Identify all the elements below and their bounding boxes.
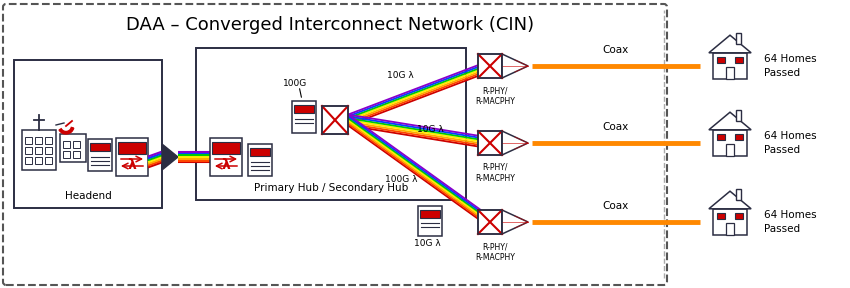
Polygon shape bbox=[709, 191, 751, 209]
Bar bbox=[735, 57, 743, 63]
Bar bbox=[196, 48, 466, 200]
Text: Coax: Coax bbox=[603, 45, 629, 55]
Text: Coax: Coax bbox=[603, 201, 629, 211]
Text: R-PHY/
R-MACPHY: R-PHY/ R-MACPHY bbox=[475, 242, 515, 262]
Bar bbox=[735, 213, 743, 219]
Bar bbox=[736, 190, 741, 200]
Bar bbox=[713, 209, 746, 235]
Polygon shape bbox=[502, 210, 528, 234]
Text: Coax: Coax bbox=[603, 122, 629, 132]
Text: λ: λ bbox=[128, 158, 136, 172]
FancyBboxPatch shape bbox=[3, 4, 667, 285]
Bar bbox=[736, 33, 741, 44]
Text: 64 Homes
Passed: 64 Homes Passed bbox=[764, 211, 817, 234]
Bar bbox=[35, 157, 42, 164]
Bar bbox=[713, 53, 746, 79]
Bar bbox=[212, 142, 240, 154]
Text: Headend: Headend bbox=[65, 191, 111, 201]
Bar bbox=[717, 134, 725, 140]
Bar bbox=[726, 144, 734, 156]
Bar bbox=[250, 148, 270, 156]
Bar bbox=[294, 105, 314, 113]
Wedge shape bbox=[59, 127, 74, 134]
Bar bbox=[717, 57, 725, 63]
Bar bbox=[45, 147, 52, 154]
Bar bbox=[726, 67, 734, 79]
Text: λ: λ bbox=[222, 158, 230, 172]
Text: DAA – Converged Interconnect Network (CIN): DAA – Converged Interconnect Network (CI… bbox=[126, 16, 534, 34]
Bar bbox=[45, 157, 52, 164]
Text: Primary Hub / Secondary Hub: Primary Hub / Secondary Hub bbox=[254, 183, 408, 193]
Bar bbox=[478, 210, 502, 234]
Polygon shape bbox=[502, 131, 528, 155]
Bar bbox=[418, 206, 442, 236]
Bar bbox=[63, 141, 70, 148]
Text: R-PHY/
R-MACPHY: R-PHY/ R-MACPHY bbox=[475, 86, 515, 106]
Bar bbox=[73, 141, 80, 148]
Bar bbox=[45, 137, 52, 144]
Polygon shape bbox=[502, 54, 528, 78]
Bar bbox=[35, 147, 42, 154]
Bar bbox=[478, 131, 502, 155]
Bar bbox=[88, 139, 112, 171]
Bar bbox=[736, 110, 741, 121]
Bar bbox=[14, 60, 162, 208]
Text: 10G λ: 10G λ bbox=[416, 126, 444, 134]
Bar bbox=[90, 143, 110, 151]
Bar bbox=[25, 137, 32, 144]
Bar bbox=[478, 131, 502, 155]
Bar bbox=[478, 54, 502, 78]
Text: 100G λ: 100G λ bbox=[385, 175, 417, 185]
Bar bbox=[35, 137, 42, 144]
Bar bbox=[63, 151, 70, 158]
Text: 100G: 100G bbox=[283, 79, 307, 88]
Bar bbox=[717, 213, 725, 219]
Bar bbox=[210, 138, 242, 176]
Bar bbox=[22, 130, 56, 170]
Text: 10G λ: 10G λ bbox=[387, 71, 413, 79]
Bar bbox=[322, 106, 348, 134]
Bar bbox=[292, 101, 316, 133]
Text: 10G λ: 10G λ bbox=[414, 240, 440, 249]
Bar bbox=[478, 54, 502, 78]
Bar bbox=[116, 138, 148, 176]
Polygon shape bbox=[162, 144, 178, 170]
Bar bbox=[248, 144, 272, 176]
Text: 64 Homes
Passed: 64 Homes Passed bbox=[764, 131, 817, 155]
Bar bbox=[735, 134, 743, 140]
Bar bbox=[25, 157, 32, 164]
Bar bbox=[322, 106, 348, 134]
Bar bbox=[478, 210, 502, 234]
Polygon shape bbox=[709, 112, 751, 130]
Bar bbox=[726, 223, 734, 235]
Bar bbox=[420, 210, 440, 218]
Bar bbox=[713, 130, 746, 156]
Text: R-PHY/
R-MACPHY: R-PHY/ R-MACPHY bbox=[475, 163, 515, 183]
Bar bbox=[60, 134, 86, 162]
Polygon shape bbox=[709, 35, 751, 53]
Text: 64 Homes
Passed: 64 Homes Passed bbox=[764, 54, 817, 77]
Bar bbox=[118, 142, 146, 154]
Bar bbox=[73, 151, 80, 158]
Bar bbox=[25, 147, 32, 154]
